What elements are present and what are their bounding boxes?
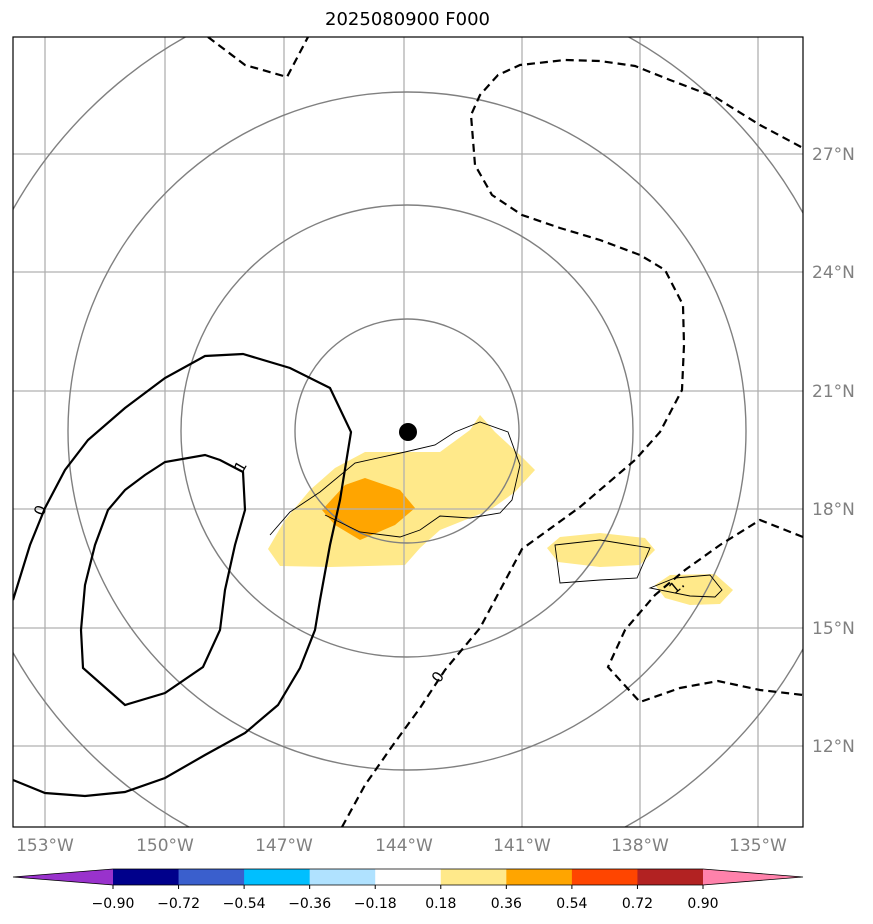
colorbar-tick-label: 0.90	[687, 896, 718, 912]
lat-label: 18°N	[812, 500, 855, 520]
map-title: 2025080900 F000	[325, 9, 490, 30]
lat-label: 21°N	[812, 382, 855, 402]
colorbar-tick-label: −0.72	[157, 896, 200, 912]
colorbar-swatch	[309, 869, 376, 885]
lon-label: 135°W	[729, 836, 787, 856]
colorbar-swatch	[440, 869, 507, 885]
lon-label: 150°W	[136, 836, 194, 856]
colorbar-swatch	[637, 869, 704, 885]
colorbar: −0.90 −0.72 −0.54 −0.36 −0.18 0.18 0.36 0.54 0.7…	[12, 868, 804, 912]
lon-label: 153°W	[16, 836, 74, 856]
lon-label: 144°W	[375, 836, 433, 856]
lon-label: 138°W	[611, 836, 669, 856]
colorbar-swatch	[113, 869, 180, 885]
lon-label: 141°W	[493, 836, 551, 856]
colorbar-tick-label: 0.72	[622, 896, 653, 912]
longitude-labels: 153°W 150°W 147°W 144°W 141°W 138°W 135°…	[16, 836, 787, 856]
colorbar-tick-label: −0.36	[288, 896, 331, 912]
storm-center-marker	[399, 423, 417, 441]
colorbar-tick-label: −0.90	[92, 896, 135, 912]
colorbar-extension-high	[703, 869, 803, 885]
colorbar-swatch	[375, 869, 442, 885]
shading-light-yellow	[268, 415, 535, 567]
lat-label: 24°N	[812, 263, 855, 283]
colorbar-tick-label: −0.54	[223, 896, 266, 912]
lat-label: 15°N	[812, 619, 855, 639]
colorbar-swatch	[178, 869, 245, 885]
lon-label: 147°W	[255, 836, 313, 856]
shading-light-yellow-2	[547, 533, 655, 567]
latitude-labels: 27°N 24°N 21°N 18°N 15°N 12°N	[812, 145, 855, 757]
contour-label: 1	[230, 458, 250, 475]
lat-label: 27°N	[812, 145, 855, 165]
map-frame	[12, 36, 804, 828]
dashed-contours	[207, 37, 803, 827]
colorbar-tick-label: −0.18	[354, 896, 397, 912]
solid-contours	[13, 352, 353, 798]
colorbar-swatch	[244, 869, 311, 885]
colorbar-tick-label: 0.18	[425, 896, 456, 912]
grid-lines	[13, 37, 803, 827]
range-rings	[13, 37, 803, 827]
colorbar-tick-label: 0.36	[491, 896, 522, 912]
colorbar-extension-low	[13, 869, 113, 885]
colorbar-swatch	[506, 869, 573, 885]
colorbar-tick-label: 0.54	[556, 896, 587, 912]
lat-label: 12°N	[812, 737, 855, 757]
colorbar-swatch	[571, 869, 638, 885]
